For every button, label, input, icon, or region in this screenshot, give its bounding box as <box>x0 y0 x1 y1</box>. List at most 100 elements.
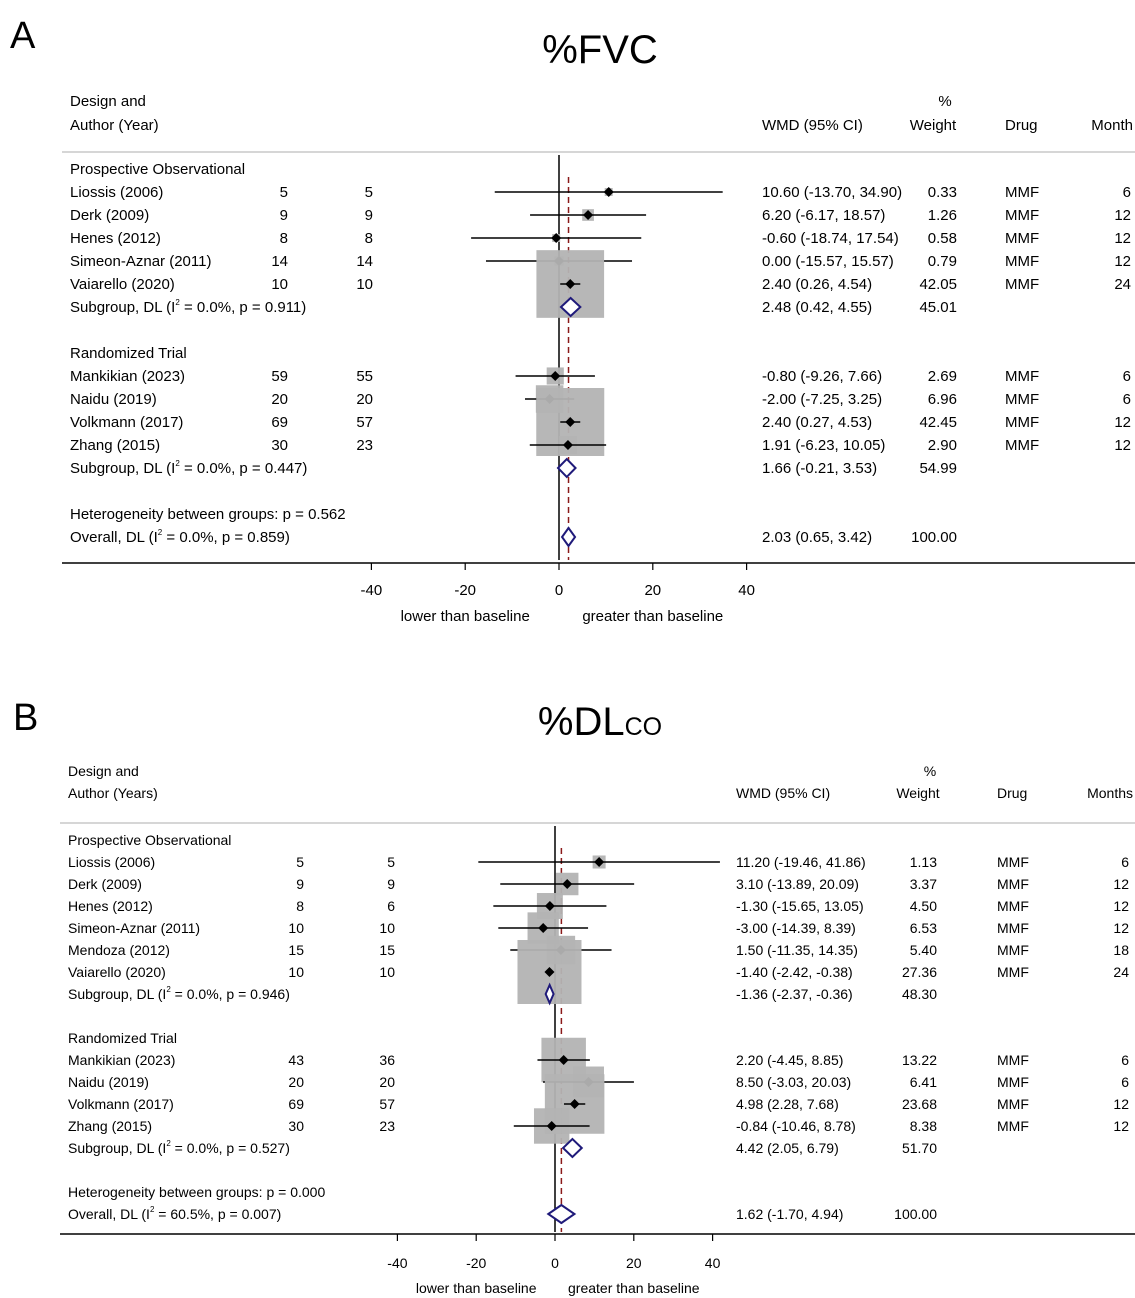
subgroup-weight: 54.99 <box>919 460 957 477</box>
study-n-followup: 57 <box>379 1096 395 1112</box>
study-n-baseline: 10 <box>271 276 288 293</box>
header-drug: Drug <box>1005 117 1038 134</box>
study-n-baseline: 30 <box>288 1118 304 1134</box>
header-drug: Drug <box>997 785 1027 801</box>
study-wmd-ci: -3.00 (-14.39, 8.39) <box>736 920 856 936</box>
study-wmd-ci: 2.40 (0.27, 4.53) <box>762 414 872 431</box>
study-label: Derk (2009) <box>68 876 142 892</box>
i-squared-superscript: 2 <box>175 298 180 307</box>
study-label: Naidu (2019) <box>70 391 157 408</box>
i-squared-superscript: 2 <box>175 459 180 468</box>
study-n-baseline: 9 <box>280 207 288 224</box>
study-n-followup: 23 <box>379 1118 395 1134</box>
panel-letter: A <box>10 15 36 57</box>
study-wmd-ci: 4.98 (2.28, 7.68) <box>736 1096 839 1112</box>
study-n-baseline: 15 <box>288 942 304 958</box>
study-months: 12 <box>1113 876 1129 892</box>
overall-diamond <box>546 1203 577 1225</box>
overall-weight: 100.00 <box>894 1206 937 1222</box>
study-label: Henes (2012) <box>68 898 153 914</box>
header-design: Design and <box>70 93 146 110</box>
study-n-followup: 10 <box>379 920 395 936</box>
study-months: 6 <box>1123 368 1131 385</box>
study-n-followup: 20 <box>379 1074 395 1090</box>
study-point-estimate <box>562 440 573 450</box>
overall-label-pre: Overall, DL (I <box>68 1206 150 1222</box>
study-months: 12 <box>1114 437 1131 454</box>
study-point-estimate <box>594 857 605 867</box>
study-weight: 5.40 <box>910 942 937 958</box>
study-weight: 27.36 <box>902 964 937 980</box>
study-n-followup: 9 <box>365 207 373 224</box>
overall-wmd-ci: 1.62 (-1.70, 4.94) <box>736 1206 843 1222</box>
study-drug: MMF <box>1005 368 1039 385</box>
study-weight: 23.68 <box>902 1096 937 1112</box>
study-months: 12 <box>1114 230 1131 247</box>
study-weight: 6.41 <box>910 1074 937 1090</box>
study-months: 24 <box>1114 276 1131 293</box>
x-axis-tick-label: 0 <box>551 1255 559 1271</box>
x-axis-tick-label: 20 <box>644 582 661 599</box>
study-months: 6 <box>1123 184 1131 201</box>
study-weight: 6.96 <box>928 391 957 408</box>
study-weight: 0.33 <box>928 184 957 201</box>
header-weight: Weight <box>896 785 939 801</box>
overall-label-post: = 0.0%, p = 0.859) <box>162 529 290 546</box>
group-heading: Randomized Trial <box>68 1030 177 1046</box>
study-point-estimate <box>583 210 594 220</box>
study-drug: MMF <box>997 920 1029 936</box>
subgroup-wmd-ci: 2.48 (0.42, 4.55) <box>762 299 872 316</box>
study-drug: MMF <box>997 876 1029 892</box>
study-label: Henes (2012) <box>70 230 161 247</box>
subgroup-weight: 48.30 <box>902 986 937 1002</box>
study-label: Simeon-Aznar (2011) <box>68 920 200 936</box>
study-months: 12 <box>1114 207 1131 224</box>
study-wmd-ci: 10.60 (-13.70, 34.90) <box>762 184 902 201</box>
study-wmd-ci: -1.30 (-15.65, 13.05) <box>736 898 864 914</box>
study-n-baseline: 20 <box>288 1074 304 1090</box>
study-wmd-ci: 3.10 (-13.89, 20.09) <box>736 876 859 892</box>
study-label: Mendoza (2012) <box>68 942 170 958</box>
study-n-baseline: 8 <box>280 230 288 247</box>
subgroup-label-post: = 0.0%, p = 0.946) <box>171 986 290 1002</box>
study-wmd-ci: -0.80 (-9.26, 7.66) <box>762 368 882 385</box>
header-author: Author (Year) <box>70 117 159 134</box>
study-weight: 8.38 <box>910 1118 937 1134</box>
study-wmd-ci: 2.40 (0.26, 4.54) <box>762 276 872 293</box>
study-weight: 3.37 <box>910 876 937 892</box>
study-n-baseline: 14 <box>271 253 288 270</box>
subgroup-label-post: = 0.0%, p = 0.911) <box>180 299 306 316</box>
subgroup-diamond <box>556 457 577 479</box>
heterogeneity-text: Heterogeneity between groups: p = 0.000 <box>68 1184 325 1200</box>
study-point-estimate <box>546 1121 557 1131</box>
x-axis-tick-label: 20 <box>626 1255 642 1271</box>
study-weight: 42.45 <box>919 414 957 431</box>
study-label: Zhang (2015) <box>68 1118 152 1134</box>
study-n-followup: 15 <box>379 942 395 958</box>
study-weight: 4.50 <box>910 898 937 914</box>
study-n-baseline: 43 <box>288 1052 304 1068</box>
study-months: 6 <box>1123 391 1131 408</box>
subgroup-wmd-ci: 4.42 (2.05, 6.79) <box>736 1140 839 1156</box>
study-n-followup: 9 <box>387 876 395 892</box>
study-months: 6 <box>1121 1074 1129 1090</box>
subgroup-diamond <box>559 296 582 318</box>
study-drug: MMF <box>1005 414 1039 431</box>
study-point-estimate <box>565 279 576 289</box>
study-label: Volkmann (2017) <box>70 414 183 431</box>
overall-label: Overall, DL (I2 = 0.0%, p = 0.859) <box>70 528 290 546</box>
study-months: 24 <box>1113 964 1129 980</box>
study-wmd-ci: 1.91 (-6.23, 10.05) <box>762 437 885 454</box>
study-point-estimate <box>558 1055 569 1065</box>
i-squared-superscript: 2 <box>166 1139 171 1148</box>
study-months: 6 <box>1121 1052 1129 1068</box>
study-weight: 13.22 <box>902 1052 937 1068</box>
study-drug: MMF <box>997 854 1029 870</box>
study-n-followup: 14 <box>356 253 373 270</box>
group-heading: Prospective Observational <box>70 161 245 178</box>
study-n-followup: 20 <box>356 391 373 408</box>
study-label: Liossis (2006) <box>68 854 155 870</box>
study-point-estimate <box>603 187 614 197</box>
x-axis-tick-label: 0 <box>555 582 563 599</box>
